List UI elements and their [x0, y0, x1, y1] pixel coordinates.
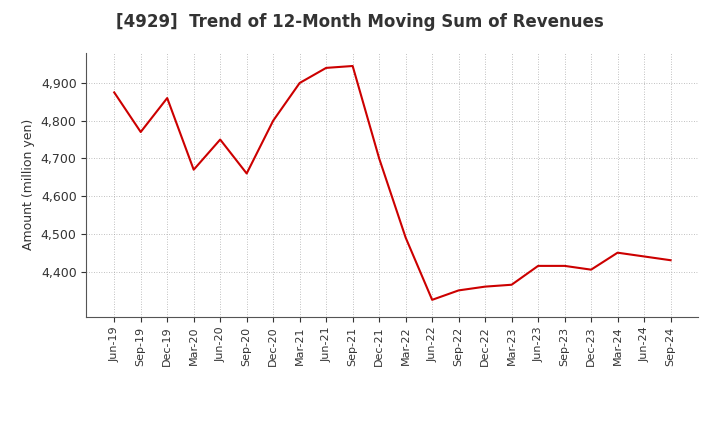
Text: [4929]  Trend of 12-Month Moving Sum of Revenues: [4929] Trend of 12-Month Moving Sum of R… [116, 13, 604, 31]
Y-axis label: Amount (million yen): Amount (million yen) [22, 119, 35, 250]
